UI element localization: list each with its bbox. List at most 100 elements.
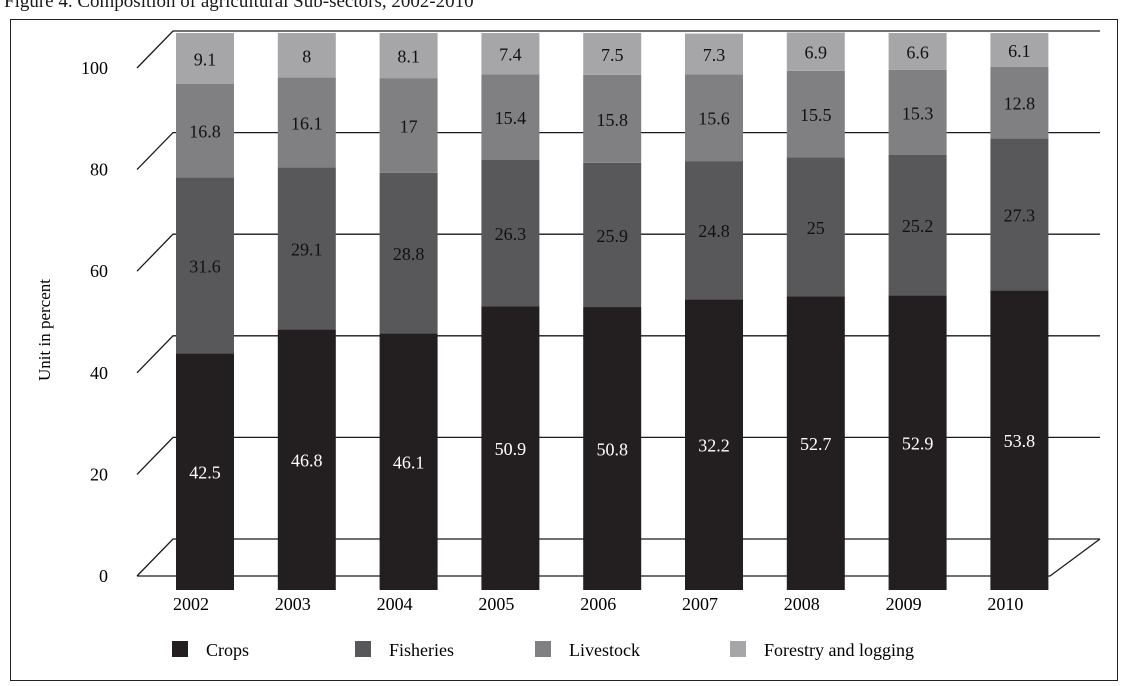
bar-segment-livestock [277,77,336,168]
bar-segment-forestry-and-logging [277,33,336,78]
data-label: 50.8 [596,440,628,460]
bar-segment-fisheries [277,167,336,330]
bar-segment-crops [277,329,336,590]
data-label: 6.6 [906,42,929,62]
bar-group-2005: 50.9 26.3 15.4 7.4 [481,33,540,590]
x-tick-label: 2003 [275,594,311,614]
bar-segment-crops [583,307,642,590]
bar-group-2010: 53.8 27.3 12.8 6.1 [990,33,1049,590]
legend-label: Livestock [569,640,640,660]
legend-item-forestry-and-logging: Forestry and logging [730,640,914,660]
bar-segment-forestry-and-logging [685,33,743,75]
data-label: 27.3 [1004,205,1036,225]
bar-segment-fisheries [685,161,743,300]
bar-segment-forestry-and-logging [481,33,540,75]
data-label: 16.1 [291,113,323,133]
data-label: 42.5 [189,463,221,483]
data-label: 15.4 [495,108,527,128]
chart-frame [10,19,1118,681]
data-label: 7.3 [703,45,726,65]
data-label: 8.1 [397,47,420,67]
legend-swatch [172,641,188,657]
x-tick-label: 2004 [377,594,413,614]
data-label: 32.2 [698,436,730,456]
data-label: 15.8 [596,110,628,130]
data-label: 31.6 [189,256,221,276]
bar-segment-crops [685,299,743,590]
bar-segment-fisheries [990,138,1049,291]
x-tick-label: 2006 [580,594,616,614]
bar-segment-fisheries [379,172,438,334]
data-label: 29.1 [291,239,323,259]
x-tick-label: 2010 [987,594,1023,614]
legend-item-fisheries: Fisheries [355,640,454,660]
bar-segment-fisheries [481,159,540,307]
bar-segment-crops [379,333,438,590]
legend-item-livestock: Livestock [535,640,640,660]
bar-group-2004: 46.1 28.8 17 8.1 [379,33,438,590]
y-tick-label: 0 [99,566,108,586]
bar-segment-fisheries [786,157,845,297]
bar-segment-forestry-and-logging [990,33,1049,67]
data-label: 28.8 [393,244,425,264]
y-tick-label: 100 [81,58,108,78]
bar-group-2002: 42.5 31.6 16.8 9.1 [176,33,234,590]
legend-swatch [730,641,746,657]
legend-label: Crops [206,640,249,660]
data-label: 17 [400,116,418,136]
bar-segment-crops [990,290,1049,590]
bar-segment-crops [481,306,540,590]
data-label: 7.5 [601,45,624,65]
data-label: 25 [807,218,825,238]
bar-segment-livestock [990,66,1049,139]
data-label: 52.9 [902,434,934,454]
bar-segment-crops [888,295,947,590]
legend-swatch [355,641,371,657]
x-tick-label: 2009 [886,594,922,614]
bar-segment-livestock [888,69,947,155]
legend-item-crops: Crops [172,640,249,660]
legend: Crops Fisheries Livestock Forestry and logg… [172,640,914,660]
bar-segment-fisheries [888,154,947,296]
bar-segment-livestock [481,74,540,160]
y-tick-label: 40 [90,363,108,383]
bar-group-2007: 32.2 24.8 15.6 7.3 [685,33,743,590]
y-axis-label: Unit in percent [35,279,54,381]
data-label: 25.9 [596,226,628,246]
data-label: 15.5 [800,105,832,125]
data-label: 25.2 [902,216,934,236]
axes: Unit in percent 0 20 40 60 80 100 2002 2003 2004… [35,58,1023,614]
x-tick-label: 2008 [784,594,820,614]
bar-group-2008: 52.7 25 15.5 6.9 [786,32,845,590]
bar-group-2009: 52.9 25.2 15.3 6.6 [888,33,947,590]
data-label: 15.6 [698,109,730,129]
bar-segment-forestry-and-logging [888,33,947,70]
y-tick-label: 20 [90,464,108,484]
data-label: 52.7 [800,434,832,454]
y-tick-label: 80 [90,160,108,180]
bar-segment-forestry-and-logging [176,33,234,84]
data-label: 26.3 [495,224,527,244]
bars: 42.5 31.6 16.8 9.1 46.8 29.1 16.1 8 46.1 28.8 17 8.… [176,32,1049,590]
legend-label: Forestry and logging [764,640,914,660]
bar-segment-fisheries [176,177,234,354]
data-label: 15.3 [902,103,934,123]
figure-caption: Figure 4. Composition of agricultural Su… [4,0,474,12]
bar-segment-forestry-and-logging [583,33,642,75]
x-tick-label: 2007 [682,594,718,614]
bar-segment-livestock [685,74,743,162]
bar-segment-forestry-and-logging [379,33,438,79]
data-label: 7.4 [499,45,522,65]
data-label: 46.8 [291,451,323,471]
gridline-100 [136,30,1100,69]
bar-segment-crops [786,296,845,590]
bar-segment-livestock [176,83,234,178]
bar-segment-crops [176,353,234,590]
data-label: 46.1 [393,453,425,473]
bar-segment-livestock [379,78,438,173]
bar-segment-forestry-and-logging [786,32,845,71]
data-label: 12.8 [1004,94,1036,114]
data-label: 24.8 [698,221,730,241]
data-label: 6.1 [1008,41,1031,61]
